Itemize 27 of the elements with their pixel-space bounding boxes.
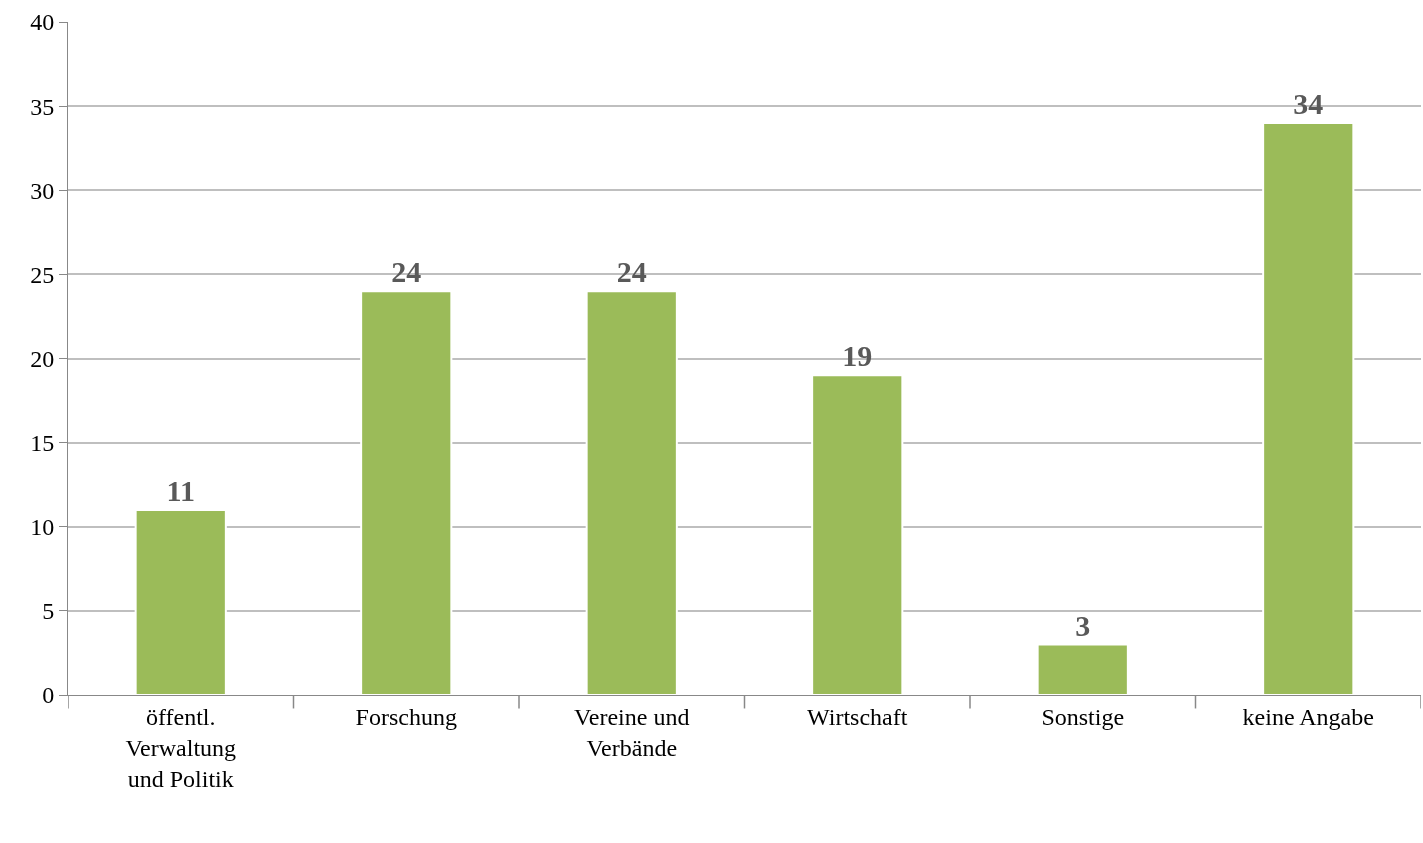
x-tick-label: öffentl. Verwaltung und Politik [125, 703, 237, 793]
y-tick-label: 5 [42, 598, 55, 625]
y-tick-label: 0 [42, 682, 55, 709]
x-tick-label: keine Angabe [1242, 703, 1374, 730]
y-tick-label: 25 [30, 261, 55, 288]
y-tick-label: 30 [30, 177, 55, 204]
x-tick-label: Wirtschaft [807, 703, 908, 730]
data-label: 3 [1075, 608, 1091, 642]
x-tick-label: Vereine und Verbände [574, 703, 690, 761]
y-tick-label: 10 [30, 514, 55, 541]
bar [1262, 121, 1355, 695]
data-label: 19 [842, 339, 873, 373]
bar [134, 508, 227, 695]
data-label: 34 [1293, 86, 1324, 120]
bar [811, 374, 904, 695]
data-label: 24 [391, 255, 422, 289]
y-tick-label: 20 [30, 345, 55, 372]
bar [585, 290, 678, 695]
y-tick-label: 35 [30, 93, 55, 120]
bar [1036, 643, 1129, 695]
data-label: 24 [616, 255, 647, 289]
y-tick-label: 40 [30, 9, 55, 36]
bar [360, 290, 453, 695]
data-label: 11 [166, 473, 195, 507]
x-tick-label: Forschung [355, 703, 457, 730]
y-tick-label: 15 [30, 430, 55, 457]
x-tick-label: Sonstige [1041, 703, 1125, 730]
